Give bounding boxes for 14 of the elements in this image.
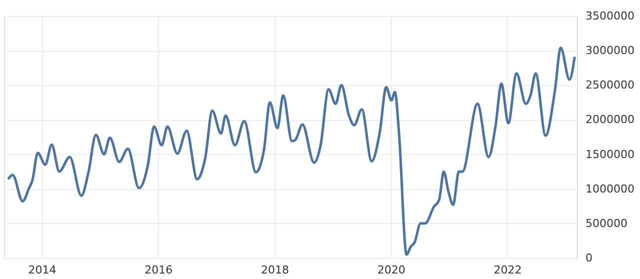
x-tick-label: 2020 [377,264,406,276]
y-tick-label: 2000000 [586,113,634,126]
y-tick-label: 1500000 [586,148,634,161]
y-tick-label: 0 [586,252,592,264]
x-tick-label: 2022 [494,264,522,276]
x-tick-label: 2014 [28,264,56,276]
x-tick-label: 2018 [261,264,290,276]
line-series [6,46,576,256]
y-tick-label: 1000000 [586,182,634,196]
y-tick-label: 500000 [586,216,628,230]
x-tick-label: 2016 [144,264,173,276]
y-tick-label: 3000000 [586,44,634,58]
y-tick-label: 3500000 [586,10,634,22]
y-tick-label: 2500000 [586,78,634,92]
